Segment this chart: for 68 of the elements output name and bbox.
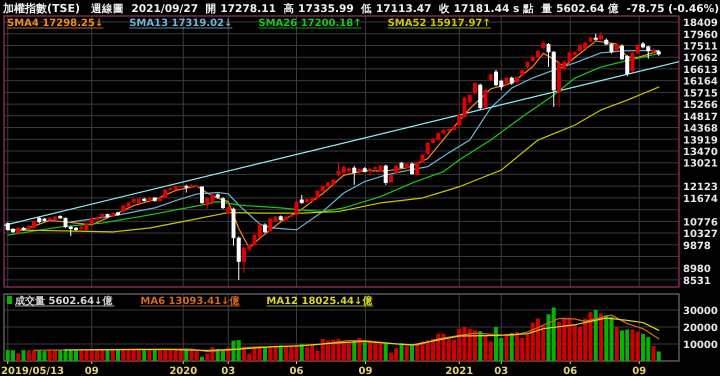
- y-tick-label: 10000: [683, 340, 718, 351]
- x-tick-label: 09: [84, 366, 99, 376]
- y-tick-label: 10327: [683, 229, 718, 240]
- y-tick-label: 12123: [683, 182, 718, 194]
- bar: [478, 331, 482, 361]
- text: SMA26 17200.18↑: [258, 18, 362, 29]
- x-tick-label: 06: [563, 366, 578, 376]
- bar: [510, 332, 514, 361]
- bar: [504, 334, 508, 361]
- y-tick-label: 8531: [683, 276, 711, 287]
- bar: [652, 346, 656, 361]
- y-tick-label: 14368: [683, 124, 718, 135]
- x-tick-label: 06: [290, 366, 304, 376]
- x-tick-label: 09: [632, 366, 646, 376]
- chart-subtitle: 週線圖 2021/09/27 開 17278.11 高 17335.99 低 17113.47 收 17181.44 s 點 量 5602.64 億 -78.75 (-0.46%): [90, 2, 720, 15]
- bar: [400, 343, 404, 361]
- bar: [614, 326, 619, 361]
- bar: [106, 349, 110, 361]
- bar: [110, 350, 115, 361]
- bar: [200, 356, 204, 361]
- x-tick-label: 2021: [445, 366, 474, 376]
- bar: [152, 349, 157, 361]
- bar: [404, 346, 409, 361]
- x-tick-label: 2020: [169, 366, 198, 376]
- x-tick-label: 09: [358, 366, 372, 376]
- bar: [352, 340, 356, 361]
- text: MA12 18025.44↓億: [266, 296, 372, 307]
- y-tick-label: 13470: [683, 146, 718, 158]
- y-tick-label: 17511: [683, 41, 718, 52]
- y-tick-label: 14817: [683, 112, 718, 123]
- x-tick-label: 2019/05/13: [1, 366, 64, 376]
- text: SMA52 15917.97↑: [388, 18, 491, 29]
- y-tick-label: 15715: [683, 88, 718, 100]
- y-tick-label: 8980: [683, 264, 711, 276]
- y-tick-label: 30000: [683, 306, 718, 317]
- x-tick-label: 03: [221, 366, 236, 376]
- bar: [263, 346, 267, 361]
- bar: [362, 342, 367, 361]
- bar: [142, 349, 146, 361]
- chart-title: 加權指數(TSE): [2, 2, 80, 15]
- bar: [410, 344, 414, 361]
- bar: [599, 313, 603, 361]
- text: MA6 13093.41↓億: [140, 296, 240, 307]
- y-tick-label: 17062: [683, 53, 718, 64]
- bar: [594, 310, 598, 361]
- y-tick-label: 16613: [683, 64, 718, 76]
- bar: [656, 351, 661, 361]
- text: SMA13 17319.02↓: [129, 18, 232, 29]
- y-tick-label: 17960: [683, 30, 718, 41]
- y-tick-label: 20000: [683, 322, 718, 334]
- bar: [278, 345, 283, 361]
- text: SMA4 17298.25↓: [7, 18, 104, 29]
- bar: [22, 350, 26, 361]
- y-tick-label: 13919: [683, 135, 718, 146]
- bar: [300, 344, 304, 361]
- y-tick-label: 10776: [683, 217, 718, 228]
- bar: [116, 350, 120, 361]
- y-tick-label: 18409: [683, 18, 718, 30]
- y-tick-label: 9878: [683, 240, 711, 252]
- y-tick-label: 13021: [683, 158, 718, 170]
- y-tick-label: 15266: [683, 100, 718, 112]
- y-tick-label: 11674: [683, 194, 718, 205]
- bar: [148, 350, 152, 361]
- bar: [16, 353, 20, 361]
- legend-label: 成交量 5602.64↓億: [14, 295, 114, 307]
- x-tick-label: 03: [494, 366, 508, 376]
- y-tick-label: 16164: [683, 76, 718, 88]
- bar: [384, 343, 388, 361]
